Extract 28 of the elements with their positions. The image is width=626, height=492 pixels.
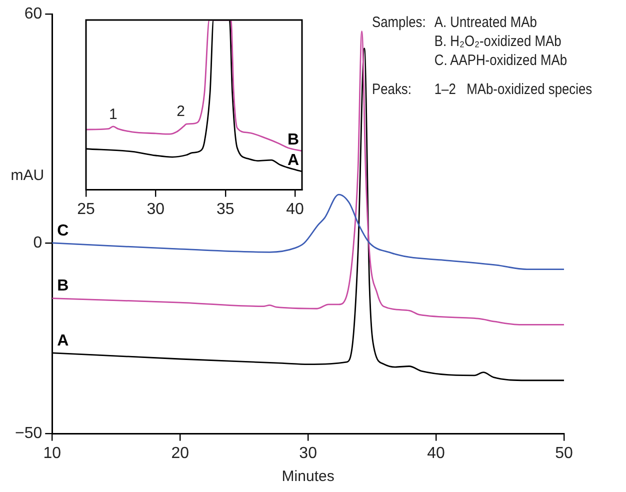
x-tick-label: 30 <box>299 444 318 462</box>
series-label: C <box>57 222 70 240</box>
annotation: Peaks: <box>372 81 412 98</box>
annotation: 1 <box>109 106 118 124</box>
x-tick-label: 20 <box>171 444 190 462</box>
annotation: C. AAPH-oxidized MAb <box>434 52 568 69</box>
series-label: A <box>287 152 300 169</box>
x-tick-label: 50 <box>555 444 573 462</box>
x-tick-label: 30 <box>146 200 165 218</box>
x-axis-title: Minutes <box>282 468 334 486</box>
annotation: Samples: <box>372 14 426 31</box>
y-tick-label: −50 <box>15 425 42 442</box>
y-axis-title: mAU <box>10 166 44 184</box>
series-label: A <box>57 332 70 350</box>
x-tick-label: 25 <box>77 200 95 218</box>
y-tick-label: 60 <box>24 5 42 22</box>
x-tick-label: 35 <box>216 200 234 218</box>
series-label: B <box>287 131 299 148</box>
annotation: B. H₂O₂-oxidized MAb <box>434 33 562 50</box>
annotation: 2 <box>176 103 185 120</box>
series-label: B <box>57 278 69 295</box>
line-series <box>52 194 564 270</box>
annotation: 1–2 MAb-oxidized species <box>434 81 592 98</box>
annotation: A. Untreated MAb <box>434 14 538 31</box>
y-tick-label: 0 <box>33 234 42 252</box>
x-tick-label: 40 <box>427 444 446 462</box>
x-tick-label: 40 <box>286 200 304 218</box>
x-tick-label: 10 <box>43 444 62 462</box>
